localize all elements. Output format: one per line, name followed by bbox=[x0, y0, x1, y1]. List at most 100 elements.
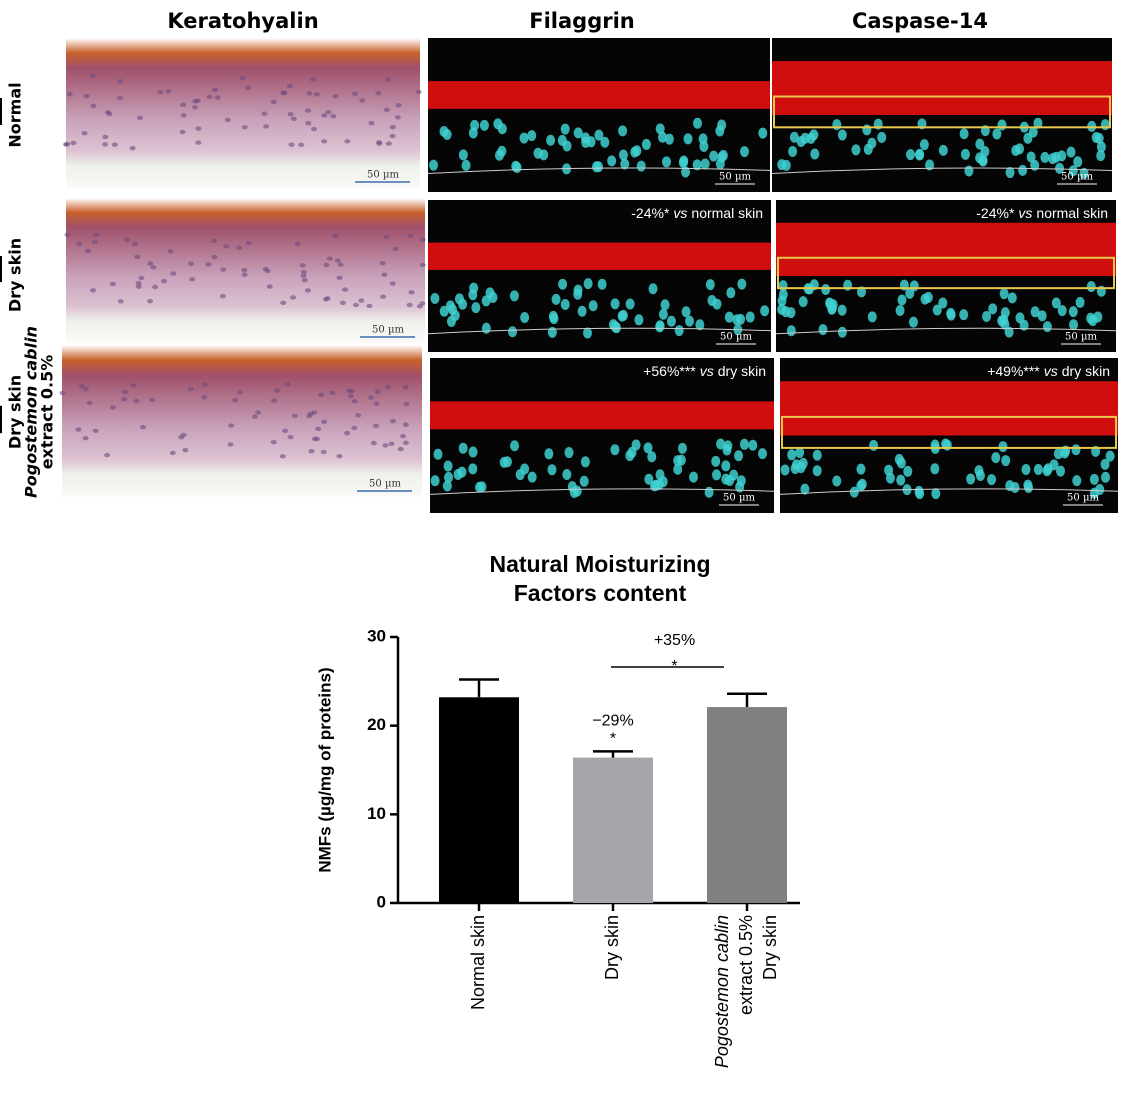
nucleus bbox=[641, 138, 651, 150]
nucleus bbox=[429, 159, 439, 171]
error-bar bbox=[727, 692, 767, 708]
cell bbox=[147, 261, 154, 266]
column-header: Keratohyalin bbox=[167, 9, 318, 33]
cell bbox=[281, 90, 288, 96]
red-stain bbox=[428, 81, 770, 109]
nucleus bbox=[884, 464, 894, 476]
cell bbox=[135, 284, 142, 289]
cell bbox=[321, 139, 328, 144]
nucleus bbox=[695, 319, 705, 331]
nucleus bbox=[997, 119, 1007, 131]
cell bbox=[102, 134, 109, 140]
basement-line bbox=[427, 167, 771, 175]
nucleus bbox=[618, 149, 628, 161]
cell bbox=[288, 142, 295, 147]
nucleus bbox=[693, 117, 703, 129]
nucleus bbox=[1100, 119, 1110, 131]
cell bbox=[408, 290, 415, 295]
nucleus bbox=[664, 133, 674, 145]
nucleus bbox=[715, 125, 725, 137]
cell bbox=[130, 383, 137, 388]
nucleus bbox=[430, 292, 440, 304]
cell bbox=[282, 428, 289, 434]
cell bbox=[64, 232, 71, 237]
nucleus bbox=[1055, 162, 1065, 174]
cell bbox=[83, 93, 90, 99]
nucleus bbox=[851, 144, 861, 156]
nucleus bbox=[925, 159, 935, 171]
nucleus bbox=[597, 278, 607, 290]
cell bbox=[367, 395, 374, 400]
annotation-part: vs bbox=[673, 205, 687, 221]
nucleus bbox=[442, 128, 452, 140]
x-tick-label: Pogostemon cablin bbox=[712, 915, 732, 1068]
row-label: Normal bbox=[6, 82, 25, 147]
cell bbox=[180, 102, 187, 108]
scale-bar-label: 50 µm bbox=[1061, 172, 1093, 183]
x-tick-label: Dry skin bbox=[760, 915, 780, 980]
histology-image bbox=[66, 38, 420, 188]
nucleus bbox=[786, 325, 796, 337]
nucleus bbox=[454, 293, 464, 305]
nucleus bbox=[758, 127, 768, 139]
cell bbox=[287, 434, 294, 440]
nucleus bbox=[1005, 167, 1015, 179]
cell bbox=[138, 275, 145, 281]
nucleus bbox=[705, 279, 715, 291]
scale-bar-label: 50 µm bbox=[719, 172, 751, 183]
cell bbox=[192, 105, 199, 110]
nucleus bbox=[544, 448, 554, 460]
cell bbox=[227, 442, 234, 447]
nucleus bbox=[591, 161, 601, 173]
cell bbox=[236, 245, 243, 251]
nucleus bbox=[579, 475, 589, 487]
cell bbox=[308, 449, 315, 454]
nucleus bbox=[676, 454, 686, 466]
nucleus bbox=[547, 464, 557, 476]
nucleus bbox=[1079, 167, 1089, 179]
cell bbox=[334, 258, 341, 263]
cell bbox=[90, 288, 97, 293]
cell bbox=[375, 90, 382, 96]
nucleus bbox=[1075, 296, 1085, 308]
cell bbox=[291, 413, 298, 418]
nucleus bbox=[991, 452, 1001, 464]
y-tick-label: 20 bbox=[367, 715, 386, 734]
nucleus bbox=[960, 148, 970, 160]
nucleus bbox=[610, 444, 620, 456]
nucleus bbox=[867, 137, 877, 149]
cell bbox=[370, 440, 377, 446]
cell bbox=[318, 392, 325, 397]
cell bbox=[219, 294, 226, 299]
nucleus bbox=[800, 483, 810, 495]
nucleus bbox=[734, 450, 744, 462]
nucleus bbox=[1096, 141, 1106, 153]
row-label: extract 0.5% bbox=[38, 355, 57, 470]
cell bbox=[241, 272, 248, 277]
nucleus bbox=[453, 468, 463, 480]
nucleus bbox=[721, 473, 731, 485]
cell bbox=[104, 109, 111, 115]
cell bbox=[224, 117, 231, 123]
red-stain bbox=[428, 242, 771, 270]
cell bbox=[330, 114, 337, 119]
annotation-part: +49%*** bbox=[987, 363, 1040, 379]
nucleus bbox=[748, 439, 758, 451]
nucleus bbox=[600, 136, 610, 148]
bar bbox=[439, 697, 519, 903]
nucleus bbox=[479, 119, 489, 131]
cell bbox=[300, 269, 307, 275]
nucleus bbox=[666, 315, 676, 327]
cell bbox=[109, 281, 116, 287]
chart-title: Natural Moisturizing bbox=[489, 551, 710, 577]
cell bbox=[81, 131, 88, 136]
cell bbox=[383, 107, 390, 113]
cell bbox=[104, 452, 111, 458]
nucleus bbox=[433, 448, 443, 460]
cell bbox=[389, 281, 396, 286]
cell bbox=[323, 262, 330, 268]
nucleus bbox=[999, 288, 1009, 300]
cell bbox=[373, 401, 380, 406]
cell bbox=[93, 232, 100, 238]
cell bbox=[284, 382, 291, 387]
